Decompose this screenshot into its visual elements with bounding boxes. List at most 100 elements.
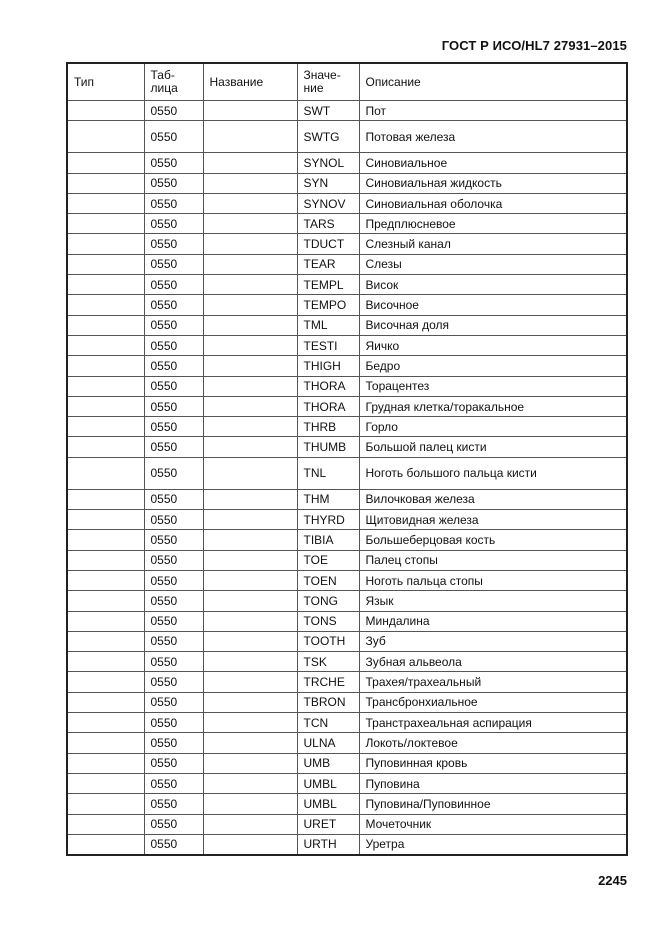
cell-table: 0550 — [143, 334, 204, 357]
cell-value: THORA — [296, 375, 360, 397]
cell-description: Височное — [358, 294, 628, 316]
cell-table: 0550 — [143, 294, 204, 316]
cell-description: Локоть/локтевое — [358, 732, 628, 754]
cell-table: 0550 — [143, 732, 204, 754]
table-row: 0550 TESTI Яичко — [66, 334, 628, 357]
cell-value: URET — [296, 813, 360, 835]
cell-name — [202, 509, 298, 531]
cell-value: TOEN — [296, 569, 360, 592]
cell-name — [202, 314, 298, 336]
cell-description: Мочеточник — [358, 813, 628, 835]
cell-description: Синовиальная жидкость — [358, 172, 628, 194]
cell-description: Зубная альвеола — [358, 651, 628, 673]
cell-name — [202, 395, 298, 418]
cell-value: THM — [296, 488, 360, 511]
column-header-description: Описание — [358, 62, 628, 101]
cell-name — [202, 152, 298, 174]
cell-type — [66, 436, 145, 458]
cell-value: TML — [296, 314, 360, 336]
table-row: 0550 THUMB Большой палец кисти — [66, 436, 628, 458]
table-row: 0550 TCN Транстрахеальная аспирация — [66, 712, 628, 734]
cell-name — [202, 712, 298, 734]
cell-value: TSK — [296, 651, 360, 673]
table-row: 0550 TDUCT Слезный канал — [66, 233, 628, 255]
cell-type — [66, 456, 145, 490]
cell-value: TDUCT — [296, 233, 360, 255]
cell-value: TESTI — [296, 334, 360, 357]
table-row: 0550 TSK Зубная альвеола — [66, 651, 628, 673]
cell-table: 0550 — [143, 213, 204, 235]
cell-description: Предплюсневое — [358, 213, 628, 235]
table-row: 0550 TEMPL Висок — [66, 274, 628, 296]
cell-description: Висок — [358, 274, 628, 296]
cell-table: 0550 — [143, 172, 204, 194]
column-header-table: Таб- лица — [143, 62, 204, 101]
cell-value: TRCHE — [296, 671, 360, 693]
cell-table: 0550 — [143, 233, 204, 255]
cell-type — [66, 833, 145, 856]
cell-table: 0550 — [143, 752, 204, 774]
table-row: 0550 URTH Уретра — [66, 833, 628, 856]
cell-type — [66, 529, 145, 551]
table-row: 0550 SWTG Потовая железа — [66, 120, 628, 154]
cell-name — [202, 213, 298, 235]
column-header-value: Значе- ние — [296, 62, 360, 101]
cell-description: Большеберцовая кость — [358, 529, 628, 551]
cell-table: 0550 — [143, 772, 204, 795]
cell-value: TEMPO — [296, 294, 360, 316]
cell-description: Трансбронхиальное — [358, 691, 628, 714]
table-row: 0550 THORA Грудная клетка/торакальное — [66, 395, 628, 418]
cell-table: 0550 — [143, 274, 204, 296]
cell-description: Горло — [358, 416, 628, 438]
table-row: 0550 SWT Пот — [66, 99, 628, 122]
cell-value: TEMPL — [296, 274, 360, 296]
cell-value: SYNOL — [296, 152, 360, 174]
cell-description: Ноготь большого пальца кисти — [358, 456, 628, 490]
cell-type — [66, 651, 145, 673]
table-row: 0550 TNL Ноготь большого пальца кисти — [66, 456, 628, 490]
cell-table: 0550 — [143, 416, 204, 438]
cell-type — [66, 253, 145, 276]
cell-table: 0550 — [143, 395, 204, 418]
cell-name — [202, 436, 298, 458]
page-number: 2245 — [598, 873, 627, 888]
table-row: 0550 TOE Палец стопы — [66, 549, 628, 571]
cell-value: TBRON — [296, 691, 360, 714]
cell-value: TONS — [296, 610, 360, 632]
cell-table: 0550 — [143, 569, 204, 592]
cell-value: SYNOV — [296, 192, 360, 215]
table-row: 0550 UMB Пуповинная кровь — [66, 752, 628, 774]
cell-type — [66, 152, 145, 174]
cell-name — [202, 355, 298, 377]
cell-value: UMBL — [296, 772, 360, 795]
cell-type — [66, 294, 145, 316]
cell-name — [202, 549, 298, 571]
cell-name — [202, 375, 298, 397]
cell-table: 0550 — [143, 509, 204, 531]
cell-value: TOE — [296, 549, 360, 571]
cell-name — [202, 172, 298, 194]
cell-description: Синовиальная оболочка — [358, 192, 628, 215]
cell-type — [66, 509, 145, 531]
cell-type — [66, 416, 145, 438]
cell-type — [66, 274, 145, 296]
cell-table: 0550 — [143, 456, 204, 490]
table-row: 0550 UMBL Пуповина/Пуповинное — [66, 793, 628, 815]
column-header-name: Название — [202, 62, 298, 101]
cell-type — [66, 314, 145, 336]
cell-description: Потовая железа — [358, 120, 628, 154]
table-row: 0550 THM Вилочковая железа — [66, 488, 628, 511]
table-row: 0550 TEAR Слезы — [66, 253, 628, 276]
cell-table: 0550 — [143, 253, 204, 276]
cell-description: Трахея/трахеальный — [358, 671, 628, 693]
cell-value: THORA — [296, 395, 360, 418]
cell-value: TNL — [296, 456, 360, 490]
cell-table: 0550 — [143, 99, 204, 122]
cell-description: Бедро — [358, 355, 628, 377]
cell-type — [66, 334, 145, 357]
cell-table: 0550 — [143, 529, 204, 551]
cell-description: Слезный канал — [358, 233, 628, 255]
table-row: 0550 THIGH Бедро — [66, 355, 628, 377]
cell-value: TCN — [296, 712, 360, 734]
cell-name — [202, 691, 298, 714]
